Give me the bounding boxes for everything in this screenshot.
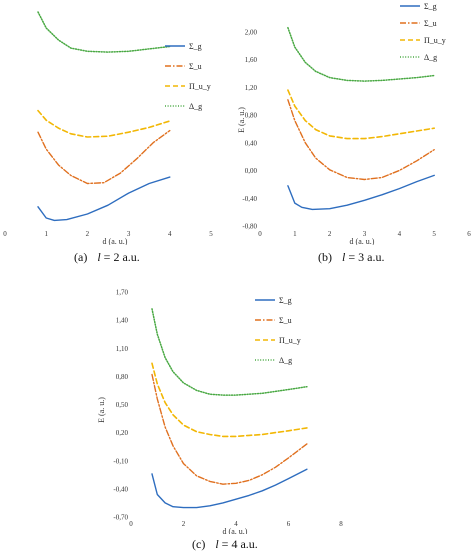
chart-b-legend-label-pi-u-y: Π_u_y: [424, 36, 446, 45]
chart-b-x-tick-label: 0: [258, 230, 262, 238]
chart-b-series-pi-u-y: [287, 89, 435, 140]
chart-a-x-axis-label: d (a. u.): [103, 237, 128, 245]
caption-c-var: l: [215, 537, 219, 551]
chart-c-y-tick-label: -0,10: [113, 457, 128, 465]
chart-c-series-sigma-u: [151, 373, 308, 485]
chart-a-x-tick-label: 0: [3, 230, 7, 238]
caption-a-var: l: [97, 250, 101, 264]
caption-a: (a) l = 2 a.u.: [74, 250, 140, 265]
chart-b-legend-label-sigma-u: Σ_u: [424, 19, 437, 28]
chart-c-legend-label-pi-u-y: Π_u_y: [279, 336, 301, 345]
chart-b-x-tick-label: 3: [363, 230, 367, 238]
chart-a-legend-label-delta-g: Δ_g: [189, 102, 202, 111]
chart-b-x-tick-label: 6: [467, 230, 471, 238]
chart-a-series-pi-u-y: [37, 109, 171, 138]
caption-a-rest: = 2 a.u.: [100, 250, 140, 264]
chart-c-y-tick-label: 1,40: [116, 317, 129, 325]
chart-a-x-tick-label: 4: [168, 230, 172, 238]
chart-a-x-tick-label: 1: [44, 230, 48, 238]
caption-c-paren: (c): [192, 537, 206, 551]
chart-a-x-tick-label: 3: [127, 230, 131, 238]
chart-b-legend-label-sigma-g: Σ_g: [424, 2, 437, 11]
caption-b-paren: (b): [318, 250, 332, 264]
chart-a-legend-label-sigma-g: Σ_g: [189, 42, 202, 51]
caption-a-paren: (a): [74, 250, 88, 264]
caption-c: (c) l = 4 a.u.: [192, 537, 258, 552]
chart-c-y-tick-label: 0,80: [116, 373, 129, 381]
chart-a-legend-label-sigma-u: Σ_u: [189, 62, 202, 71]
chart-b-y-tick-label: 0,00: [245, 167, 258, 175]
chart-panel-a: 0 1 2 3 4 5 d (a. u.) Σ_g Σ_u Π_u_y Δ_g: [3, 11, 213, 245]
chart-c-x-tick-label: 6: [287, 520, 291, 528]
chart-c-series-sigma-g: [151, 468, 308, 509]
caption-c-rest: = 4 a.u.: [218, 537, 258, 551]
chart-b-series-sigma-g: [287, 174, 435, 211]
chart-c-x-tick-label: 4: [234, 520, 238, 528]
chart-c-x-tick-label: 8: [339, 520, 343, 528]
chart-panel-b: 0 1 2 3 4 5 6 d (a. u.) -0,80 -0,40 0,00 0,40 0,80 1,…: [237, 2, 471, 245]
chart-b-y-tick-label: 2,00: [245, 28, 258, 36]
chart-c-y-tick-label: 0,20: [116, 429, 129, 437]
chart-c-legend-label-sigma-g: Σ_g: [279, 296, 292, 305]
chart-c-x-axis-label: d (a. u.): [223, 527, 248, 534]
caption-b: (b) l = 3 a.u.: [318, 250, 384, 265]
chart-b-x-tick-label: 5: [432, 230, 436, 238]
chart-b-y-tick-label: -0,40: [242, 195, 257, 203]
chart-c-y-tick-label: 1,10: [116, 345, 129, 353]
caption-b-rest: = 3 a.u.: [345, 250, 385, 264]
chart-b-x-tick-label: 2: [328, 230, 332, 238]
chart-b-y-tick-label: 0,40: [245, 139, 258, 147]
caption-b-var: l: [342, 250, 346, 264]
chart-c-y-tick-label: 0,50: [116, 401, 129, 409]
chart-b-series-sigma-u: [287, 99, 435, 181]
chart-c-legend-label-delta-g: Δ_g: [279, 356, 292, 365]
chart-b-y-tick-label: 0,80: [245, 112, 258, 120]
chart-a-series-delta-g: [37, 11, 171, 53]
chart-b-x-tick-label: 1: [293, 230, 297, 238]
chart-b-y-tick-label: -0,80: [242, 223, 257, 231]
chart-a-legend-label-pi-u-y: Π_u_y: [189, 82, 211, 91]
chart-a-series-sigma-g: [37, 176, 171, 222]
chart-c-y-tick-label: -0,40: [113, 485, 128, 493]
chart-panel-c: 0 2 4 6 8 d (a. u.) -0,70 -0,40 -0,10 0,20 0,50 0,8…: [97, 289, 343, 535]
chart-a-x-tick-label: 2: [86, 230, 90, 238]
chart-b-y-axis-label: E (a. u.): [237, 107, 246, 133]
chart-c-series-delta-g: [151, 308, 308, 396]
chart-c-y-tick-label: -0,70: [113, 514, 128, 522]
chart-c-legend-label-sigma-u: Σ_u: [279, 316, 292, 325]
chart-c-y-axis-label: E (a. u.): [97, 397, 106, 423]
chart-b-y-tick-label: 1,20: [245, 84, 258, 92]
chart-b-y-tick-label: 1,60: [245, 56, 258, 64]
chart-b-legend-label-delta-g: Δ_g: [424, 53, 437, 62]
chart-b-series-delta-g: [287, 26, 435, 82]
chart-c-x-tick-label: 0: [129, 520, 133, 528]
chart-b-x-tick-label: 4: [398, 230, 402, 238]
chart-c-x-tick-label: 2: [182, 520, 186, 528]
chart-a-x-tick-label: 5: [209, 230, 213, 238]
chart-a-series-sigma-u: [37, 129, 171, 185]
chart-b-x-axis-label: d (a. u.): [350, 237, 375, 245]
chart-c-series-pi-u-y: [151, 362, 308, 438]
chart-c-y-tick-label: 1,70: [116, 289, 129, 297]
